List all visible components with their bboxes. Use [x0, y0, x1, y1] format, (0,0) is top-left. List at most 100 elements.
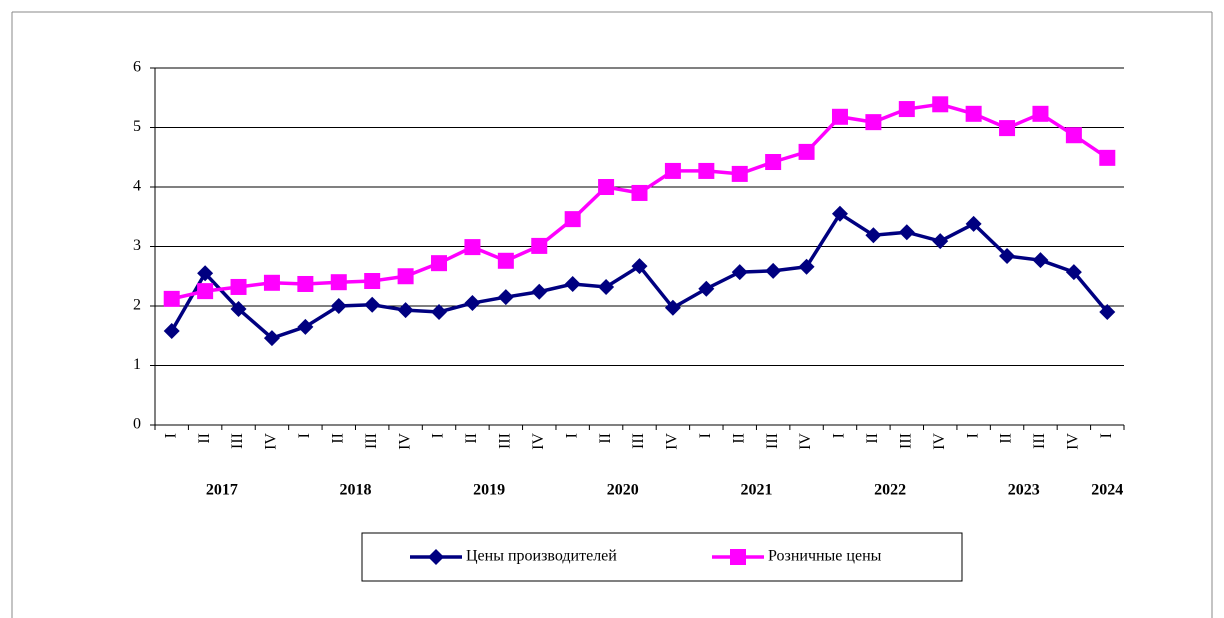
- y-tick-label: 5: [133, 118, 141, 135]
- marker: [364, 273, 381, 290]
- x-tick-label: I: [1098, 433, 1115, 438]
- x-tick-label: III: [497, 433, 514, 449]
- x-tick-label: III: [363, 433, 380, 449]
- marker: [932, 96, 949, 113]
- marker: [330, 298, 347, 314]
- x-tick-label: II: [730, 433, 747, 444]
- x-tick-label: IV: [664, 433, 681, 450]
- y-tick-label: 4: [133, 178, 141, 195]
- marker: [431, 255, 448, 272]
- x-tick-label: IV: [1065, 433, 1082, 450]
- marker: [898, 101, 915, 118]
- marker: [698, 162, 715, 179]
- marker: [598, 179, 615, 195]
- marker: [428, 549, 444, 565]
- marker: [999, 248, 1016, 265]
- marker: [865, 114, 882, 131]
- x-tick-label: I: [697, 433, 714, 438]
- marker: [731, 264, 748, 281]
- marker: [965, 215, 982, 232]
- marker: [1065, 264, 1082, 281]
- x-tick-label: IV: [931, 433, 948, 450]
- marker: [798, 143, 815, 160]
- marker: [330, 274, 347, 291]
- marker: [297, 275, 314, 292]
- x-tick-label: I: [296, 433, 313, 438]
- x-tick-label: II: [864, 433, 881, 444]
- marker: [1065, 127, 1082, 144]
- x-tick-label: III: [897, 433, 914, 449]
- x-tick-label: I: [162, 433, 179, 438]
- year-label: 2020: [607, 482, 639, 499]
- marker: [731, 165, 748, 182]
- x-tick-label: I: [430, 433, 447, 438]
- x-tick-label: III: [764, 433, 781, 449]
- year-label: 2018: [339, 482, 371, 499]
- marker: [631, 258, 648, 275]
- marker: [965, 105, 982, 122]
- x-tick-label: III: [1031, 433, 1048, 449]
- marker: [230, 278, 247, 295]
- marker: [932, 233, 949, 250]
- marker: [397, 268, 414, 285]
- marker: [631, 184, 648, 201]
- y-tick-label: 0: [133, 416, 141, 433]
- marker: [263, 274, 280, 291]
- marker: [831, 205, 848, 222]
- legend-label: Цены производителей: [466, 548, 617, 565]
- x-tick-label: II: [998, 433, 1015, 444]
- marker: [531, 283, 548, 300]
- marker: [564, 211, 581, 228]
- marker: [497, 252, 514, 269]
- x-tick-label: IV: [530, 433, 547, 450]
- marker: [598, 278, 615, 295]
- x-tick-label: II: [463, 433, 480, 444]
- y-tick-label: 6: [133, 59, 141, 76]
- x-tick-label: IV: [396, 433, 413, 450]
- marker: [230, 300, 247, 317]
- marker: [1099, 303, 1116, 320]
- x-tick-label: II: [597, 433, 614, 444]
- marker: [831, 108, 848, 125]
- marker: [397, 302, 414, 319]
- marker: [765, 262, 782, 279]
- x-tick-label: III: [229, 433, 246, 449]
- marker: [464, 295, 481, 312]
- marker: [464, 239, 481, 256]
- marker: [664, 162, 681, 179]
- y-tick-label: 1: [133, 356, 141, 373]
- x-tick-label: IV: [263, 433, 280, 450]
- year-label: 2024: [1091, 482, 1123, 499]
- marker: [497, 289, 514, 306]
- marker: [698, 280, 715, 297]
- x-tick-label: IV: [797, 433, 814, 450]
- marker: [999, 120, 1016, 137]
- legend-label: Розничные цены: [768, 548, 882, 565]
- marker: [798, 258, 815, 275]
- x-tick-label: III: [630, 433, 647, 449]
- x-tick-label: I: [831, 433, 848, 438]
- marker: [865, 227, 882, 244]
- marker: [163, 322, 180, 339]
- year-label: 2021: [740, 482, 772, 499]
- year-label: 2023: [1008, 482, 1040, 499]
- x-tick-label: II: [196, 433, 213, 444]
- marker: [664, 299, 681, 316]
- marker: [898, 224, 915, 241]
- marker: [263, 330, 280, 347]
- series-line: [170, 211, 1109, 341]
- marker: [431, 303, 448, 320]
- marker: [1032, 252, 1049, 269]
- x-tick-label: I: [964, 433, 981, 438]
- marker: [163, 290, 180, 307]
- x-tick-label: I: [563, 433, 580, 438]
- year-label: 2022: [874, 482, 906, 499]
- marker: [531, 237, 548, 254]
- marker: [1099, 149, 1116, 166]
- x-tick-label: II: [329, 433, 346, 444]
- marker: [197, 265, 214, 282]
- marker: [197, 283, 214, 300]
- marker: [730, 549, 746, 565]
- year-label: 2019: [473, 482, 505, 499]
